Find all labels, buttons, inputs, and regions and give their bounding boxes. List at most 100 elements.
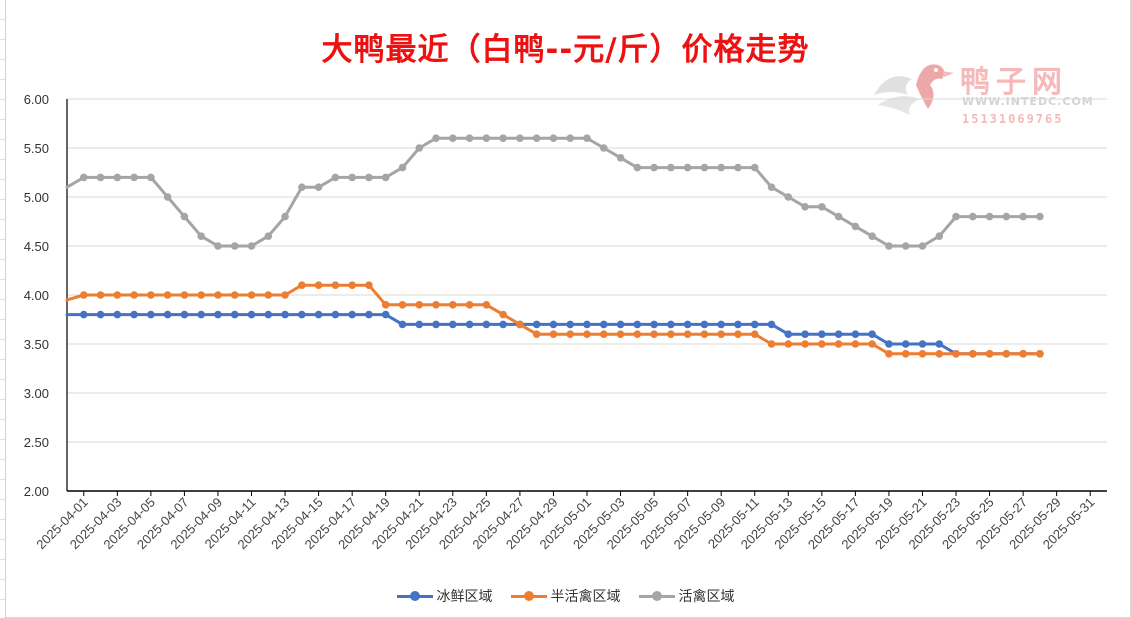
data-point: [348, 173, 356, 182]
data-point: [918, 242, 927, 250]
data-point: [784, 193, 793, 201]
data-point: [214, 242, 222, 250]
data-point: [717, 163, 725, 172]
data-point: [365, 310, 373, 319]
data-point: [885, 242, 893, 250]
data-point: [79, 291, 88, 299]
data-point: [834, 212, 843, 221]
y-tick-label: 2.50: [24, 435, 49, 450]
data-point: [264, 232, 273, 240]
data-point: [398, 320, 407, 329]
data-point: [784, 340, 793, 348]
data-point: [516, 134, 524, 142]
data-point: [1036, 350, 1044, 358]
data-point: [734, 163, 742, 172]
data-point: [750, 320, 759, 329]
y-tick-label: 5.00: [24, 190, 49, 205]
series-1: [65, 281, 1044, 358]
data-point: [465, 134, 474, 142]
data-point: [432, 320, 440, 329]
data-point: [851, 222, 860, 231]
duck-logo-icon: [874, 64, 954, 115]
data-point: [113, 310, 122, 319]
data-point: [818, 203, 826, 211]
data-point: [616, 320, 625, 329]
y-tick-label: 2.00: [24, 484, 49, 499]
data-point: [549, 320, 558, 329]
data-point: [163, 193, 172, 201]
data-point: [281, 212, 289, 221]
data-point: [96, 173, 105, 182]
data-point: [147, 291, 155, 299]
data-point: [415, 301, 424, 309]
data-point: [197, 232, 205, 240]
data-point: [566, 330, 575, 339]
data-point: [163, 291, 172, 299]
data-point: [985, 350, 994, 358]
y-tick-label: 3.00: [24, 386, 49, 401]
legend-swatch: [638, 590, 675, 602]
data-point: [281, 291, 289, 299]
data-point: [667, 163, 675, 172]
data-point: [482, 301, 491, 309]
data-point: [650, 330, 658, 339]
data-point: [985, 212, 994, 221]
data-point: [197, 291, 205, 299]
data-point: [449, 320, 457, 329]
data-point: [298, 310, 306, 319]
data-point: [1019, 350, 1027, 358]
data-point: [650, 320, 658, 329]
y-tick-label: 4.00: [24, 288, 49, 303]
data-point: [599, 144, 608, 152]
data-point: [549, 330, 558, 339]
data-point: [381, 301, 390, 309]
watermark-url: WWW.INTEDC.COM: [962, 95, 1094, 108]
data-point: [79, 173, 88, 182]
data-point: [885, 340, 893, 348]
data-point: [415, 144, 424, 152]
legend-label: 半活禽区域: [550, 589, 621, 605]
data-point: [566, 134, 575, 142]
chart-title: 大鸭最近（白鸭--元/斤）价格走势: [321, 32, 810, 68]
data-point: [113, 173, 122, 182]
data-point: [398, 163, 407, 172]
data-point: [113, 291, 122, 299]
data-point: [432, 134, 440, 142]
data-point: [348, 310, 356, 319]
data-point: [499, 320, 507, 329]
data-point: [381, 310, 390, 319]
data-point: [214, 291, 222, 299]
data-point: [784, 330, 793, 339]
data-point: [197, 310, 205, 319]
data-point: [449, 134, 457, 142]
series-2: [65, 134, 1044, 250]
data-point: [331, 281, 340, 290]
data-point: [851, 340, 860, 348]
data-point: [180, 291, 189, 299]
data-point: [767, 340, 776, 348]
legend-label: 冰鲜区域: [436, 589, 493, 605]
watermark-name: 鸭子网: [960, 65, 1068, 100]
data-point: [180, 212, 189, 221]
data-point: [1002, 350, 1011, 358]
data-point: [247, 242, 256, 250]
data-point: [230, 242, 239, 250]
data-point: [230, 291, 239, 299]
data-point: [532, 320, 541, 329]
data-point: [130, 310, 138, 319]
data-point: [465, 301, 474, 309]
data-point: [734, 330, 742, 339]
data-point: [633, 163, 642, 172]
data-point: [264, 310, 273, 319]
watermark-phone: 15131069765: [962, 112, 1064, 126]
legend-item: 活禽区域: [638, 586, 735, 606]
watermark: 鸭子网 WWW.INTEDC.COM 15131069765: [868, 55, 1098, 135]
data-point: [180, 310, 189, 319]
data-point: [683, 320, 692, 329]
data-point: [868, 340, 876, 348]
data-point: [599, 330, 608, 339]
data-point: [901, 350, 910, 358]
data-point: [885, 350, 893, 358]
data-point: [365, 173, 373, 182]
